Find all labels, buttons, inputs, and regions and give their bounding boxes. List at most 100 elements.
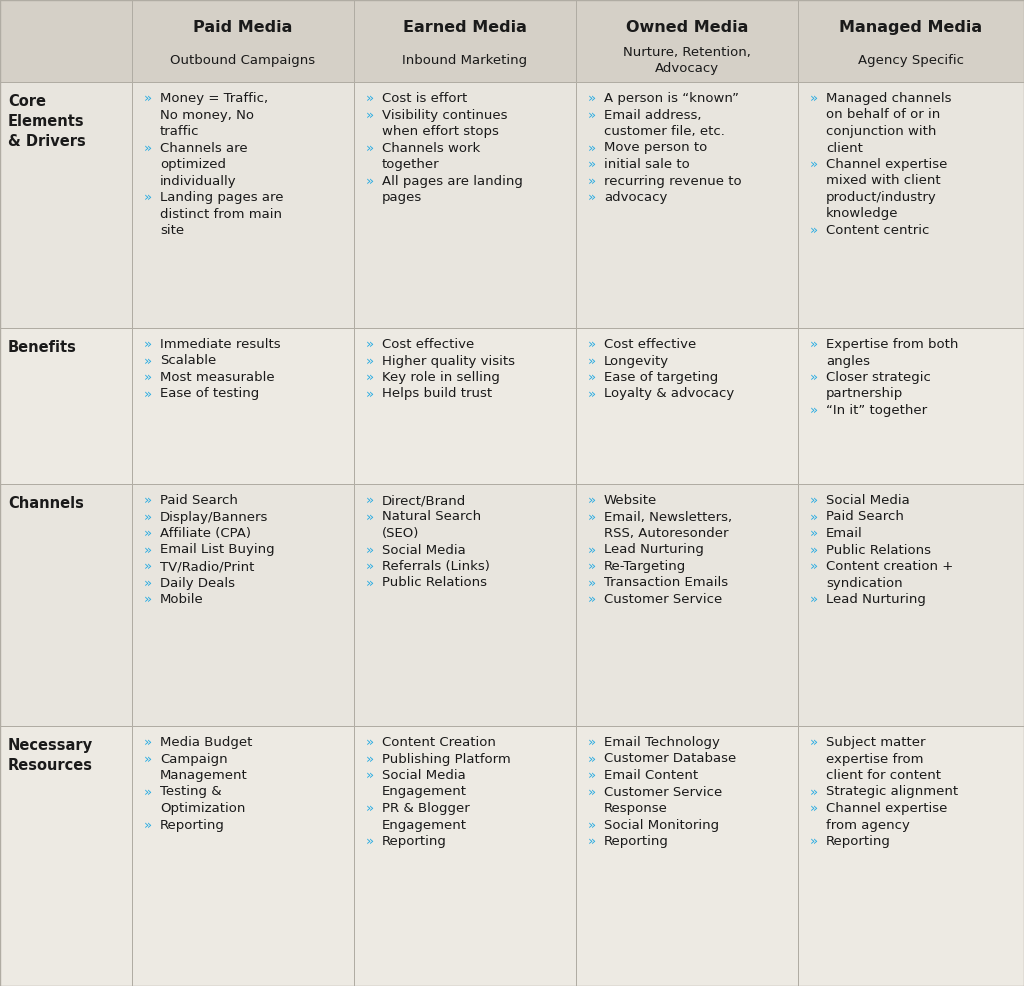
Text: on behalf of or in: on behalf of or in: [826, 108, 940, 121]
Text: client for content: client for content: [826, 769, 941, 782]
Text: »: »: [810, 527, 818, 540]
Text: Daily Deals: Daily Deals: [160, 577, 234, 590]
Text: »: »: [810, 593, 818, 606]
Text: Inbound Marketing: Inbound Marketing: [402, 54, 527, 67]
Text: Agency Specific: Agency Specific: [858, 54, 964, 67]
Text: »: »: [366, 802, 374, 815]
Text: Channels work: Channels work: [382, 142, 480, 155]
Text: PR & Blogger: PR & Blogger: [382, 802, 470, 815]
Text: »: »: [144, 818, 153, 831]
Text: Cost effective: Cost effective: [604, 338, 696, 351]
Bar: [798, 726, 1024, 986]
Text: »: »: [144, 736, 153, 749]
Text: Email address,: Email address,: [604, 108, 701, 121]
Bar: [0, 484, 132, 726]
Bar: [798, 0, 1024, 82]
Text: Mobile: Mobile: [160, 593, 204, 606]
Text: Paid Search: Paid Search: [826, 511, 904, 524]
Text: »: »: [588, 371, 596, 384]
Text: Content centric: Content centric: [826, 224, 930, 237]
Text: product/industry: product/industry: [826, 191, 937, 204]
Text: Social Media: Social Media: [382, 769, 466, 782]
Text: Core
Elements
& Drivers: Core Elements & Drivers: [8, 94, 86, 149]
Text: Reporting: Reporting: [160, 818, 225, 831]
Text: Re-Targeting: Re-Targeting: [604, 560, 686, 573]
Text: Natural Search: Natural Search: [382, 511, 481, 524]
Text: »: »: [366, 769, 374, 782]
Text: Paid Media: Paid Media: [194, 21, 293, 35]
Text: »: »: [588, 511, 596, 524]
Text: Engagement: Engagement: [382, 818, 467, 831]
Text: Money = Traffic,: Money = Traffic,: [160, 92, 268, 105]
Text: Reporting: Reporting: [382, 835, 446, 848]
Text: »: »: [366, 736, 374, 749]
Text: Ease of testing: Ease of testing: [160, 387, 259, 400]
Text: »: »: [588, 142, 596, 155]
Text: »: »: [588, 158, 596, 171]
Text: »: »: [588, 387, 596, 400]
Text: »: »: [366, 338, 374, 351]
Bar: [798, 82, 1024, 328]
Text: »: »: [144, 560, 153, 573]
Text: Response: Response: [604, 802, 668, 815]
Text: Direct/Brand: Direct/Brand: [382, 494, 466, 507]
Text: Managed Media: Managed Media: [840, 21, 983, 35]
Text: Email Content: Email Content: [604, 769, 698, 782]
Bar: [575, 0, 798, 82]
Text: »: »: [144, 786, 153, 799]
Text: together: together: [382, 158, 439, 171]
Text: »: »: [144, 387, 153, 400]
Text: Email List Buying: Email List Buying: [160, 543, 274, 556]
Text: Managed channels: Managed channels: [826, 92, 951, 105]
Text: individually: individually: [160, 175, 237, 187]
Text: »: »: [588, 338, 596, 351]
Text: »: »: [588, 92, 596, 105]
Text: »: »: [588, 593, 596, 606]
Bar: [132, 328, 354, 484]
Text: »: »: [144, 338, 153, 351]
Text: initial sale to: initial sale to: [604, 158, 690, 171]
Text: Cost effective: Cost effective: [382, 338, 474, 351]
Text: »: »: [588, 577, 596, 590]
Text: »: »: [366, 142, 374, 155]
Text: »: »: [810, 543, 818, 556]
Text: Customer Service: Customer Service: [604, 786, 722, 799]
Bar: [132, 484, 354, 726]
Text: »: »: [366, 371, 374, 384]
Text: Helps build trust: Helps build trust: [382, 387, 493, 400]
Text: »: »: [810, 736, 818, 749]
Text: Visibility continues: Visibility continues: [382, 108, 508, 121]
Text: »: »: [144, 577, 153, 590]
Text: “In it” together: “In it” together: [826, 404, 927, 417]
Text: »: »: [588, 835, 596, 848]
Text: Campaign: Campaign: [160, 752, 227, 765]
Bar: [798, 484, 1024, 726]
Text: Social Media: Social Media: [826, 494, 909, 507]
Text: knowledge: knowledge: [826, 207, 898, 221]
Text: »: »: [144, 92, 153, 105]
Bar: [132, 0, 354, 82]
Text: »: »: [810, 494, 818, 507]
Text: »: »: [366, 835, 374, 848]
Text: Email Technology: Email Technology: [604, 736, 720, 749]
Text: pages: pages: [382, 191, 422, 204]
Bar: [0, 0, 132, 82]
Text: Longevity: Longevity: [604, 355, 669, 368]
Text: »: »: [810, 404, 818, 417]
Text: Ease of targeting: Ease of targeting: [604, 371, 718, 384]
Text: »: »: [810, 224, 818, 237]
Text: client: client: [826, 142, 863, 155]
Text: when effort stops: when effort stops: [382, 125, 499, 138]
Text: Cost is effort: Cost is effort: [382, 92, 467, 105]
Text: distinct from main: distinct from main: [160, 207, 282, 221]
Text: Email, Newsletters,: Email, Newsletters,: [604, 511, 732, 524]
Text: Content creation +: Content creation +: [826, 560, 953, 573]
Text: Testing &: Testing &: [160, 786, 221, 799]
Text: Social Media: Social Media: [382, 543, 466, 556]
Text: partnership: partnership: [826, 387, 903, 400]
Text: »: »: [366, 92, 374, 105]
Text: »: »: [588, 769, 596, 782]
Bar: [0, 328, 132, 484]
Text: Loyalty & advocacy: Loyalty & advocacy: [604, 387, 734, 400]
Text: advocacy: advocacy: [604, 191, 668, 204]
